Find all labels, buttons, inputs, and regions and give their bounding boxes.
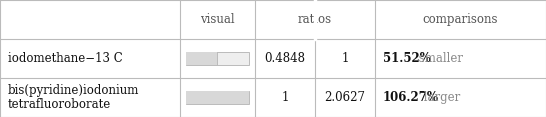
Text: 0.4848: 0.4848	[264, 52, 306, 65]
Text: iodomethane−13 C: iodomethane−13 C	[8, 52, 123, 65]
Bar	[186, 91, 249, 104]
Text: ratios: ratios	[298, 13, 332, 26]
Bar	[186, 52, 249, 65]
Text: 2.0627: 2.0627	[324, 91, 365, 104]
Text: 106.27%: 106.27%	[383, 91, 439, 104]
Text: 51.52%: 51.52%	[383, 52, 431, 65]
Text: visual: visual	[200, 13, 235, 26]
Text: tetrafluoroborate: tetrafluoroborate	[8, 98, 111, 111]
Bar	[186, 91, 249, 104]
Text: comparisons: comparisons	[423, 13, 498, 26]
Text: 1: 1	[281, 91, 289, 104]
Text: bis(pyridine)iodonium: bis(pyridine)iodonium	[8, 84, 139, 97]
Bar	[186, 52, 217, 65]
Text: 1: 1	[341, 52, 349, 65]
Text: smaller: smaller	[415, 52, 463, 65]
Text: larger: larger	[420, 91, 460, 104]
